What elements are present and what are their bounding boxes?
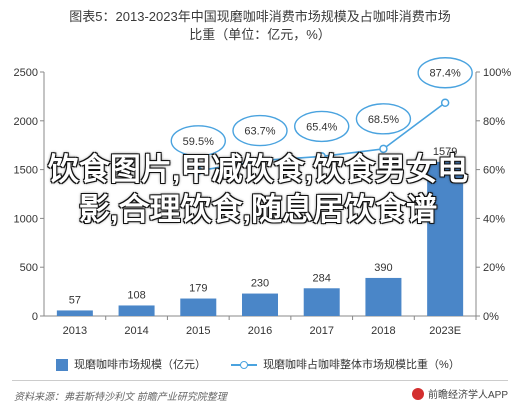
line-label-bubble: [294, 110, 350, 143]
overlay-caption: 饮食图片,甲减饮食,饮食男女电影,合理饮食,随息居饮食谱: [47, 152, 469, 227]
title-prefix: 图表5：: [69, 9, 116, 24]
bar: [242, 293, 278, 316]
x-tick-label: 2017: [309, 325, 333, 337]
x-tick-label: 2015: [186, 325, 210, 337]
x-tick-label: 2018: [371, 325, 395, 337]
legend-item-line: 现磨咖啡占咖啡整体市场规模比重（%）: [231, 356, 460, 372]
x-tick-label: 2014: [124, 325, 148, 337]
line-label-bubble: [232, 114, 288, 147]
x-tick-label: 2013: [63, 325, 87, 337]
x-tick-label: 2016: [248, 325, 272, 337]
bar-value-label: 108: [127, 289, 145, 301]
y-right-tick-label: 100%: [483, 67, 511, 79]
line-point: [317, 152, 326, 161]
bar: [56, 310, 93, 316]
y-right-tick-label: 60%: [483, 165, 505, 177]
bar: [303, 288, 340, 316]
legend-bar-label: 现磨咖啡市场规模（亿元）: [74, 359, 206, 371]
legend-bar-swatch: [56, 359, 68, 372]
brand-logo-icon: [411, 387, 424, 400]
title-line-1: 2013-2023年中国现磨咖啡消费市场规模及占咖啡消费市场: [115, 9, 451, 24]
legend-item-bar: 现磨咖啡市场规模（亿元）: [56, 356, 206, 372]
y-right-tick-label: 0%: [483, 311, 499, 323]
y-left-tick-label: 0: [32, 311, 38, 323]
bar-value-label: 179: [189, 283, 207, 295]
footer-divider: [12, 380, 508, 381]
line-label-bubble: [417, 57, 473, 89]
line-point: [194, 166, 203, 176]
y-left-tick-label: 500: [20, 262, 38, 274]
bar-value-label: 57: [69, 294, 81, 306]
brand-name: 前瞻经济学人APP: [427, 390, 508, 401]
y-right-tick-label: 80%: [483, 116, 505, 128]
line-point: [255, 156, 265, 165]
line-value-label: 65.4%: [306, 121, 337, 133]
line-label-bubble: [170, 125, 226, 157]
y-left-tick-label: 1000: [14, 213, 38, 225]
source-note: 资料来源：弗若斯特沙利文 前瞻产业研究院整理: [14, 392, 227, 403]
y-left-tick-label: 2500: [14, 67, 38, 79]
bar: [180, 298, 217, 316]
line-point: [379, 144, 388, 154]
line-value-label: 59.5%: [183, 136, 214, 148]
legend-line-swatch: [231, 359, 258, 371]
brand-mark: 前瞻经济学人APP: [411, 386, 508, 401]
bar-value-label: 1579: [433, 146, 457, 158]
bar: [118, 305, 155, 316]
y-left-tick-label: 1500: [14, 165, 38, 177]
bar-value-label: 284: [313, 272, 331, 284]
bar-value-label: 230: [251, 278, 269, 290]
bar: [365, 277, 402, 316]
line-value-label: 68.5%: [368, 114, 399, 126]
y-right-tick-label: 20%: [483, 262, 505, 274]
y-left-tick-label: 2000: [14, 116, 38, 128]
y-right-tick-label: 40%: [483, 213, 505, 225]
bar-value-label: 390: [374, 262, 392, 274]
line-label-bubble: [355, 103, 412, 135]
bar: [427, 161, 464, 316]
x-tick-label: 2023E: [429, 325, 461, 337]
line-value-label: 63.7%: [244, 126, 275, 138]
legend-line-label: 现磨咖啡占咖啡整体市场规模比重（%）: [263, 359, 460, 371]
title-line-2: 比重（单位：亿元，%）: [189, 27, 331, 42]
chart-legend: 现磨咖啡市场规模（亿元） 现磨咖啡占咖啡整体市场规模比重（%）: [56, 356, 482, 372]
chart-title: 图表5：2013-2023年中国现磨咖啡消费市场规模及占咖啡消费市场 比重（单位…: [0, 8, 520, 44]
line-point: [440, 98, 450, 107]
line-value-label: 87.4%: [430, 68, 461, 80]
